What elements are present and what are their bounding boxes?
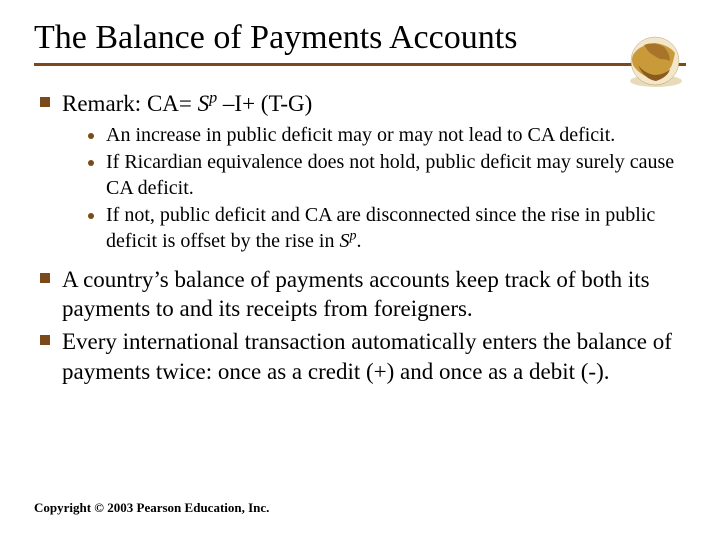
bullet-3-text: Every international transaction automati… [62,327,686,386]
sub-bullet-1: An increase in public deficit may or may… [88,123,686,149]
sub-bullet-3-text: If not, public deficit and CA are discon… [106,203,686,254]
globe-icon [624,35,686,91]
sub-bullet-2-text: If Ricardian equivalence does not hold, … [106,150,686,201]
dot-bullet-icon [88,213,94,219]
page-title: The Balance of Payments Accounts [34,18,686,57]
square-bullet-icon [40,97,50,107]
remark-mid: –I+ (T-G) [217,91,312,116]
sub3-sp: S [339,230,349,252]
remark-sp: S [198,91,210,116]
bullet-3: Every international transaction automati… [40,327,686,386]
dot-bullet-icon [88,160,94,166]
sub-bullet-2: If Ricardian equivalence does not hold, … [88,150,686,201]
square-bullet-icon [40,335,50,345]
sub3-a: If not, public deficit and CA are discon… [106,204,655,252]
remark-sp-sup: p [209,89,217,106]
sub3-end: . [356,230,361,252]
title-rule [34,63,686,66]
bullet-remark-text: Remark: CA= Sp –I+ (T-G) [62,89,312,118]
sub-bullets: An increase in public deficit may or may… [40,123,686,255]
dot-bullet-icon [88,133,94,139]
square-bullet-icon [40,273,50,283]
sub-bullet-3: If not, public deficit and CA are discon… [88,203,686,254]
remark-prefix: Remark: CA= [62,91,198,116]
sub-bullet-1-text: An increase in public deficit may or may… [106,123,615,149]
content-area: Remark: CA= Sp –I+ (T-G) An increase in … [34,89,686,386]
slide: The Balance of Payments Accounts Remark:… [0,0,720,540]
bullet-2-text: A country’s balance of payments accounts… [62,265,686,324]
bullet-2: A country’s balance of payments accounts… [40,265,686,324]
title-rule-wrap [34,63,686,73]
bullet-remark: Remark: CA= Sp –I+ (T-G) [40,89,686,118]
copyright-text: Copyright © 2003 Pearson Education, Inc. [34,500,269,516]
